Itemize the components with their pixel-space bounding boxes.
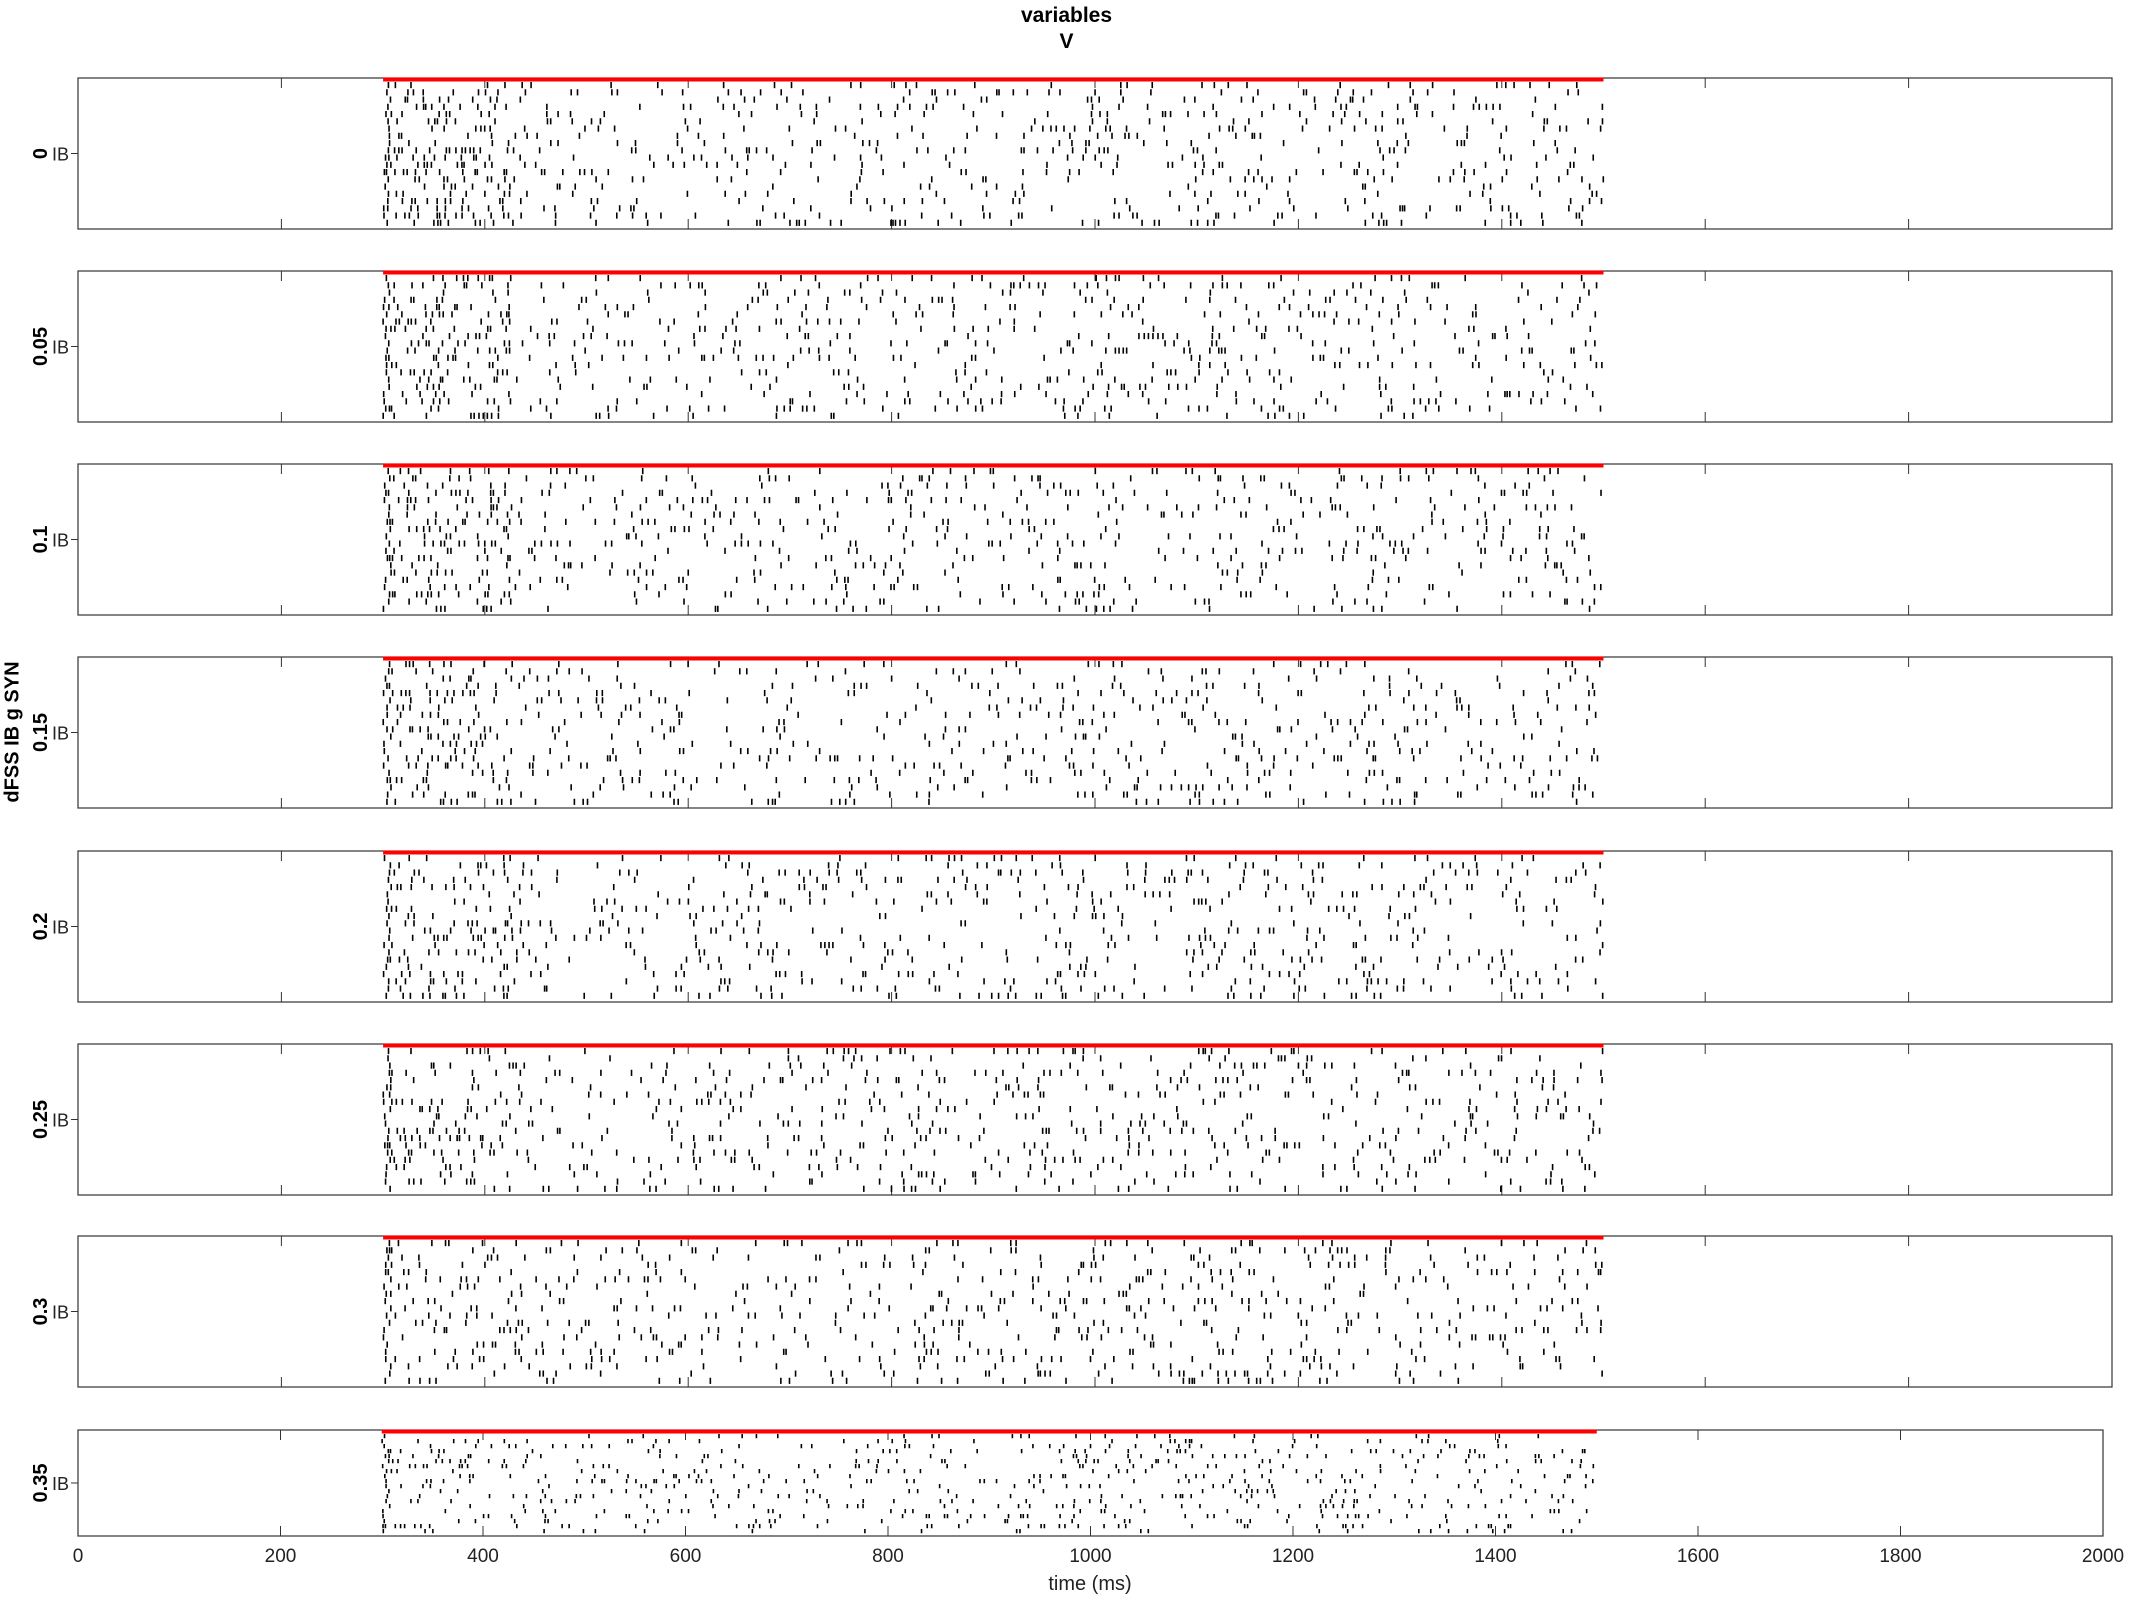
population-label: IB bbox=[52, 918, 69, 938]
figure-title-line-1: variables bbox=[1020, 4, 1113, 27]
population-label: IB bbox=[52, 724, 69, 744]
panel-axes-box bbox=[77, 850, 2113, 1003]
panel-axes-box bbox=[77, 656, 2113, 809]
panel-param-value: 0 bbox=[30, 148, 52, 159]
panel-param-value: 0.1 bbox=[30, 526, 52, 554]
raster-panel: IB0.25 bbox=[30, 1043, 2113, 1196]
panel-axes-box bbox=[77, 1235, 2113, 1388]
raster-panel: IB0.1 bbox=[30, 463, 2113, 616]
panel-param-value: 0.05 bbox=[30, 327, 52, 366]
panel-param-value: 0.15 bbox=[30, 713, 52, 752]
panel-param-value: 0.2 bbox=[30, 913, 52, 941]
raster-panel: IB0.05 bbox=[30, 270, 2113, 423]
raster-panel: IB0.3 bbox=[30, 1235, 2113, 1388]
panel-axes-box bbox=[77, 270, 2113, 423]
population-label: IB bbox=[52, 145, 69, 165]
raster-panel: IB0.2 bbox=[30, 850, 2113, 1003]
raster-panel: IB0 bbox=[30, 77, 2113, 230]
raster-panel: IB0.15 bbox=[30, 656, 2113, 809]
panel-axes-box bbox=[77, 1043, 2113, 1196]
panel-axes-box bbox=[77, 463, 2113, 616]
figure-title-line-2: V bbox=[1059, 30, 1074, 53]
population-label: IB bbox=[52, 531, 69, 551]
population-label: IB bbox=[52, 338, 69, 358]
population-label: IB bbox=[52, 1111, 69, 1131]
panel-param-value: 0.25 bbox=[30, 1100, 52, 1139]
